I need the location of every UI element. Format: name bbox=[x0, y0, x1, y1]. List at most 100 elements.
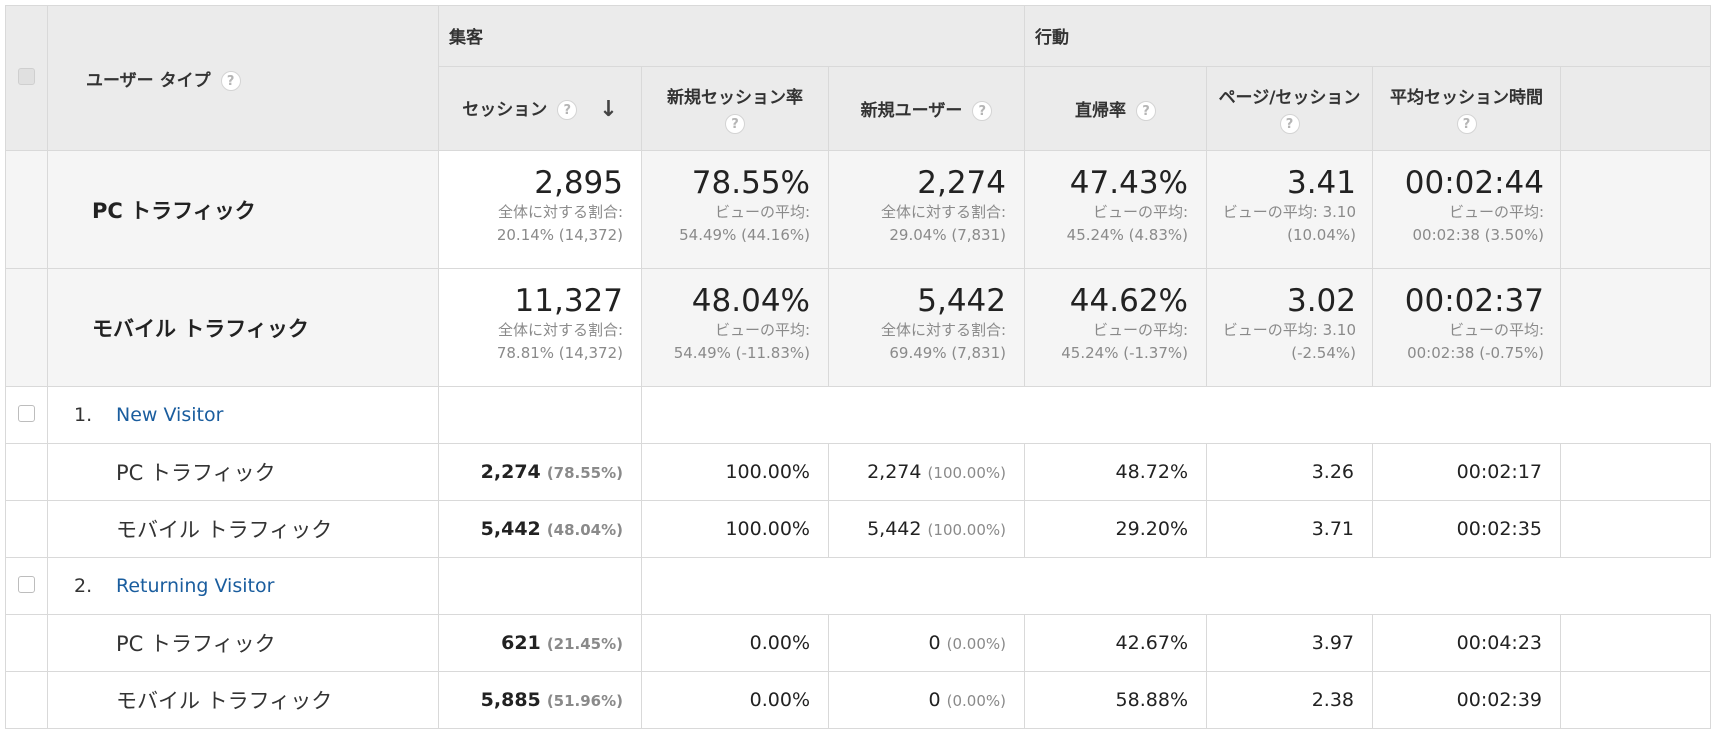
bounce-rate-cell: 48.72% bbox=[1024, 443, 1207, 501]
help-icon[interactable]: ? bbox=[1279, 114, 1300, 134]
summary-cell: 3.02 ビューの平均: 3.10 (-2.54%) bbox=[1206, 268, 1373, 387]
summary-cell: 2,895 全体に対する割合: 20.14% (14,372) bbox=[438, 150, 642, 269]
acquisition-group-header: 集客 bbox=[438, 5, 1025, 67]
summary-value: 00:02:44 bbox=[1404, 165, 1544, 201]
summary-value: 00:02:37 bbox=[1404, 283, 1544, 319]
group-select-cell bbox=[5, 557, 48, 615]
new-session-rate-column-header[interactable]: 新規セッション率? bbox=[641, 66, 829, 151]
bounce-rate-cell: 58.88% bbox=[1024, 671, 1207, 729]
new-users-column-header[interactable]: 新規ユーザー? bbox=[828, 66, 1025, 151]
summary-cell: 44.62% ビューの平均: 45.24% (-1.37%) bbox=[1024, 268, 1207, 387]
behavior-group-header: 行動 bbox=[1024, 5, 1711, 67]
bounce-rate-label: 直帰率 bbox=[1075, 101, 1126, 121]
help-icon[interactable]: ? bbox=[1456, 114, 1477, 134]
group-link-new-visitor[interactable]: New Visitor bbox=[116, 404, 224, 426]
summary-caption: 54.49% (-11.83%) bbox=[673, 344, 810, 362]
summary-cell: 78.55% ビューの平均: 54.49% (44.16%) bbox=[641, 150, 829, 269]
summary-row: モバイル トラフィック 11,327 全体に対する割合: 78.81% (14,… bbox=[5, 268, 1711, 387]
select-all-checkbox[interactable] bbox=[18, 67, 35, 85]
help-icon[interactable]: ? bbox=[557, 99, 578, 120]
summary-caption: 00:02:38 (-0.75%) bbox=[1407, 344, 1544, 362]
new-session-rate-cell: 100.00% bbox=[641, 443, 829, 501]
user-type-header[interactable]: ユーザー タイプ? bbox=[47, 5, 439, 151]
avg-duration-cell: 00:02:39 bbox=[1372, 671, 1561, 729]
sessions-percent: (48.04%) bbox=[546, 521, 623, 539]
table-row: PC トラフィック 2,274 (78.55%) 100.00% 2,274 (… bbox=[5, 443, 1711, 501]
sessions-value: 5,885 bbox=[480, 689, 541, 711]
summary-caption: 45.24% (-1.37%) bbox=[1061, 344, 1188, 362]
sessions-value: 2,274 bbox=[480, 461, 541, 483]
summary-caption: ビューの平均: bbox=[1448, 321, 1544, 339]
table-row: PC トラフィック 621 (21.45%) 0.00% 0 (0.00%) 4… bbox=[5, 614, 1711, 672]
new-users-value: 0 bbox=[928, 632, 941, 654]
select-all-cell bbox=[5, 5, 48, 151]
sessions-column-header[interactable]: セッション? ↓ bbox=[438, 66, 642, 151]
summary-caption: 全体に対する割合: bbox=[497, 321, 623, 339]
summary-caption: 00:02:38 (3.50%) bbox=[1412, 226, 1545, 244]
summary-caption: 20.14% (14,372) bbox=[496, 226, 623, 244]
summary-value: 78.55% bbox=[691, 165, 810, 201]
summary-value: 3.02 bbox=[1286, 283, 1356, 319]
bounce-rate-column-header[interactable]: 直帰率? bbox=[1024, 66, 1207, 151]
row-filler bbox=[1560, 671, 1711, 729]
pages-per-session-cell: 3.71 bbox=[1206, 500, 1373, 558]
sort-descending-icon[interactable]: ↓ bbox=[599, 97, 618, 123]
avg-duration-cell: 00:02:35 bbox=[1372, 500, 1561, 558]
sessions-value: 621 bbox=[501, 632, 541, 654]
summary-cell: 11,327 全体に対する割合: 78.81% (14,372) bbox=[438, 268, 642, 387]
new-users-percent: (0.00%) bbox=[946, 692, 1006, 710]
summary-caption: 54.49% (44.16%) bbox=[679, 226, 810, 244]
group-checkbox[interactable] bbox=[18, 575, 35, 593]
summary-label: PC トラフィック bbox=[47, 150, 439, 269]
new-session-rate-cell: 0.00% bbox=[641, 671, 829, 729]
sessions-percent: (21.45%) bbox=[546, 635, 623, 653]
sessions-cell: 5,442 (48.04%) bbox=[438, 500, 642, 558]
help-icon[interactable]: ? bbox=[725, 114, 745, 134]
pages-per-session-cell: 2.38 bbox=[1206, 671, 1373, 729]
avg-session-duration-column-header[interactable]: 平均セッション時間? bbox=[1372, 66, 1561, 151]
summary-caption: 全体に対する割合: bbox=[880, 203, 1006, 221]
row-label: モバイル トラフィック bbox=[47, 671, 439, 729]
table-row: モバイル トラフィック 5,885 (51.96%) 0.00% 0 (0.00… bbox=[5, 671, 1711, 729]
help-icon[interactable]: ? bbox=[972, 101, 993, 121]
summary-gap bbox=[5, 150, 48, 269]
row-gap bbox=[5, 671, 48, 729]
group-select-cell bbox=[5, 386, 48, 444]
summary-value: 2,274 bbox=[917, 165, 1006, 201]
avg-duration-cell: 00:04:23 bbox=[1372, 614, 1561, 672]
summary-caption: ビューの平均: 3.10 bbox=[1222, 321, 1356, 339]
pages-per-session-label: ページ/セッション bbox=[1218, 88, 1361, 108]
summary-caption: (10.04%) bbox=[1287, 226, 1356, 244]
new-session-rate-cell: 100.00% bbox=[641, 500, 829, 558]
group-name-cell: 1. New Visitor bbox=[47, 386, 439, 444]
row-gap bbox=[5, 614, 48, 672]
summary-caption: ビューの平均: 3.10 bbox=[1222, 203, 1356, 221]
summary-cell: 00:02:44 ビューの平均: 00:02:38 (3.50%) bbox=[1372, 150, 1561, 269]
new-users-value: 0 bbox=[928, 689, 941, 711]
group-checkbox[interactable] bbox=[18, 404, 35, 422]
header-column-row: セッション? ↓ 新規セッション率? 新規ユーザー? 直帰率? ページ/セッション… bbox=[6, 66, 1711, 151]
help-icon[interactable]: ? bbox=[220, 70, 241, 91]
new-users-label: 新規ユーザー bbox=[860, 101, 963, 121]
group-row: 2. Returning Visitor bbox=[5, 557, 1711, 615]
avg-session-duration-label: 平均セッション時間 bbox=[1390, 88, 1543, 108]
new-users-cell: 5,442 (100.00%) bbox=[828, 500, 1025, 558]
summary-row: PC トラフィック 2,895 全体に対する割合: 20.14% (14,372… bbox=[5, 150, 1711, 269]
pages-per-session-cell: 3.97 bbox=[1206, 614, 1373, 672]
header-filler bbox=[1560, 66, 1711, 151]
new-users-cell: 0 (0.00%) bbox=[828, 671, 1025, 729]
report-table: ユーザー タイプ? 集客 行動 セッション? ↓ 新規セッション率? 新規ユーザー… bbox=[5, 5, 1711, 729]
summary-cell: 00:02:37 ビューの平均: 00:02:38 (-0.75%) bbox=[1372, 268, 1561, 387]
sessions-percent: (78.55%) bbox=[546, 464, 623, 482]
summary-caption: ビューの平均: bbox=[1448, 203, 1544, 221]
help-icon[interactable]: ? bbox=[1136, 101, 1156, 121]
row-filler bbox=[1560, 500, 1711, 558]
row-label: PC トラフィック bbox=[47, 614, 439, 672]
summary-caption: 全体に対する割合: bbox=[880, 321, 1006, 339]
row-filler bbox=[1560, 614, 1711, 672]
summary-caption: 78.81% (14,372) bbox=[496, 344, 623, 362]
pages-per-session-column-header[interactable]: ページ/セッション? bbox=[1206, 66, 1373, 151]
summary-cell: 2,274 全体に対する割合: 29.04% (7,831) bbox=[828, 150, 1025, 269]
summary-caption: 全体に対する割合: bbox=[497, 203, 623, 221]
group-link-returning-visitor[interactable]: Returning Visitor bbox=[116, 575, 275, 597]
